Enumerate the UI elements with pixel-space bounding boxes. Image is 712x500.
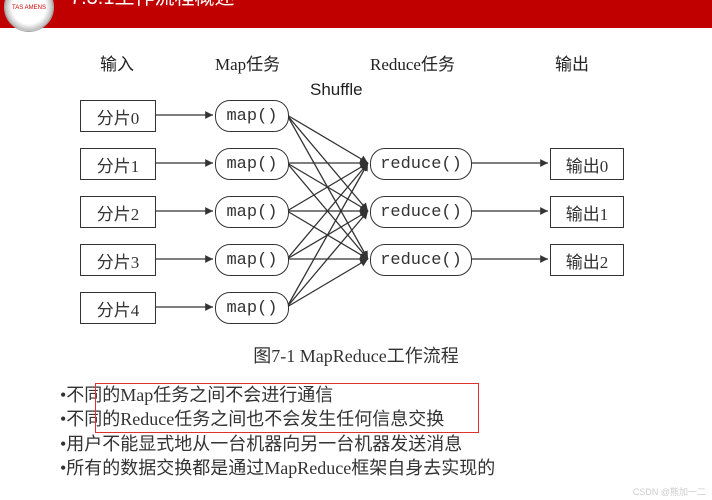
slide-title: 7.3.1工作流程概述 [70,0,234,9]
map-node: map() [215,100,289,132]
reduce-node: reduce() [370,244,472,276]
input-node: 分片3 [80,244,156,276]
bullet-item: •不同的Reduce任务之间也不会发生任何信息交换 [60,407,712,431]
col-label-output: 输出 [555,50,589,75]
bullet-item: •用户不能显式地从一台机器向另一台机器发送消息 [60,432,712,456]
reduce-node: reduce() [370,148,472,180]
figure-caption: 图7-1 MapReduce工作流程 [0,342,712,368]
slide-header: TAS AMENS 7.3.1工作流程概述 [0,0,712,28]
bullet-item: •不同的Map任务之间不会进行通信 [60,383,712,407]
shuffle-label: Shuffle [310,80,363,100]
reduce-node: reduce() [370,196,472,228]
output-node: 输出1 [550,196,624,228]
input-node: 分片2 [80,196,156,228]
col-label-input: 输入 [100,50,134,75]
map-node: map() [215,292,289,324]
output-node: 输出0 [550,148,624,180]
mapreduce-diagram: 输入 Map任务 Reduce任务 输出 Shuffle 分片0 分片1 分片2 分片3 分片4 m… [0,38,712,338]
watermark: CSDN @熊加一二 [633,485,706,498]
col-label-reduce: Reduce任务 [370,50,455,75]
input-node: 分片1 [80,148,156,180]
university-badge-icon: TAS AMENS [4,0,54,32]
map-node: map() [215,148,289,180]
bullet-item: •所有的数据交换都是通过MapReduce框架自身去实现的 [60,456,712,480]
map-node: map() [215,244,289,276]
input-node: 分片4 [80,292,156,324]
input-node: 分片0 [80,100,156,132]
map-node: map() [215,196,289,228]
output-node: 输出2 [550,244,624,276]
col-label-map: Map任务 [215,50,280,75]
bullet-list: •不同的Map任务之间不会进行通信 •不同的Reduce任务之间也不会发生任何信… [60,383,712,480]
badge-inner: TAS AMENS [5,0,53,31]
